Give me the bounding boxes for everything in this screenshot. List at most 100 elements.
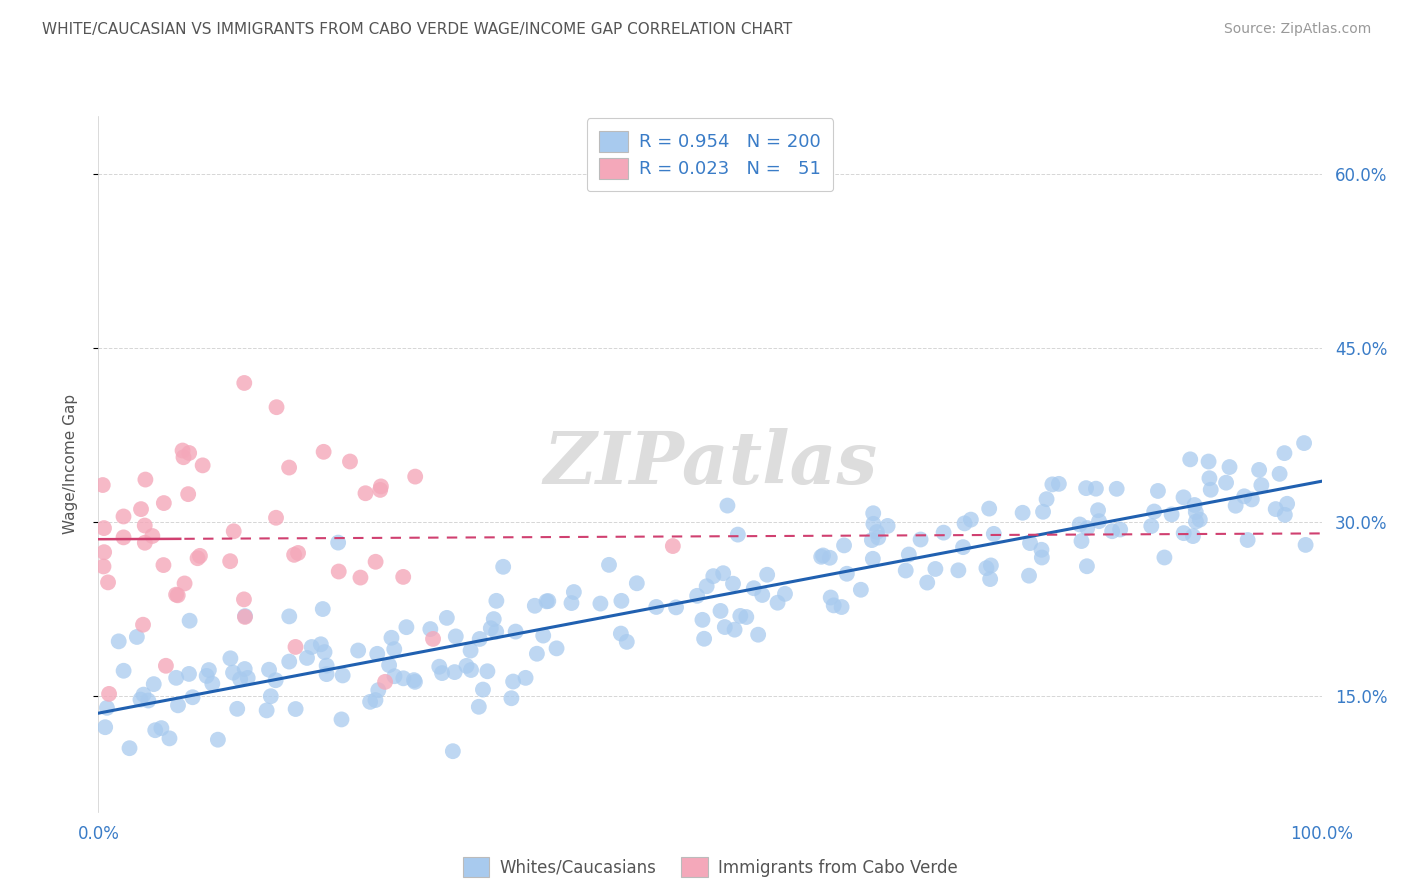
Point	[727, 527, 749, 541]
Point	[166, 588, 188, 602]
Point	[823, 599, 845, 613]
Point	[112, 530, 135, 544]
Point	[96, 701, 118, 715]
Point	[107, 634, 129, 648]
Point	[692, 613, 714, 627]
Point	[502, 674, 524, 689]
Point	[1218, 460, 1240, 475]
Point	[1268, 467, 1291, 481]
Point	[181, 690, 204, 705]
Point	[233, 610, 256, 624]
Point	[1031, 542, 1053, 557]
Point	[1074, 481, 1097, 495]
Point	[188, 549, 211, 563]
Point	[716, 499, 738, 513]
Point	[419, 622, 441, 636]
Point	[132, 617, 155, 632]
Point	[143, 723, 166, 738]
Point	[468, 699, 491, 714]
Point	[441, 744, 464, 758]
Point	[747, 628, 769, 642]
Point	[152, 558, 174, 572]
Point	[831, 600, 853, 615]
Point	[953, 516, 976, 531]
Point	[153, 496, 176, 510]
Point	[402, 673, 425, 687]
Point	[93, 559, 115, 574]
Point	[312, 445, 335, 459]
Point	[312, 602, 335, 616]
Point	[1087, 503, 1109, 517]
Point	[756, 567, 779, 582]
Point	[349, 571, 371, 585]
Point	[91, 478, 114, 492]
Point	[976, 561, 998, 575]
Point	[364, 555, 387, 569]
Point	[1240, 492, 1263, 507]
Point	[287, 546, 309, 560]
Point	[364, 693, 387, 707]
Point	[173, 576, 195, 591]
Point	[1105, 482, 1128, 496]
Point	[979, 572, 1001, 586]
Point	[1184, 498, 1206, 512]
Point	[862, 506, 884, 520]
Point	[810, 549, 832, 564]
Point	[328, 565, 350, 579]
Point	[662, 539, 685, 553]
Point	[1018, 568, 1040, 582]
Point	[172, 443, 194, 458]
Point	[468, 632, 491, 646]
Point	[295, 651, 318, 665]
Point	[173, 450, 195, 465]
Point	[492, 559, 515, 574]
Point	[1019, 536, 1042, 550]
Point	[560, 596, 582, 610]
Point	[179, 614, 201, 628]
Point	[142, 677, 165, 691]
Point	[723, 623, 745, 637]
Point	[1031, 550, 1053, 565]
Point	[179, 446, 201, 460]
Point	[236, 671, 259, 685]
Point	[766, 596, 789, 610]
Point	[222, 524, 245, 539]
Point	[1076, 559, 1098, 574]
Point	[537, 594, 560, 608]
Point	[436, 611, 458, 625]
Point	[278, 460, 301, 475]
Point	[1109, 523, 1132, 537]
Point	[1173, 526, 1195, 541]
Point	[233, 592, 256, 607]
Point	[832, 538, 855, 552]
Point	[284, 640, 307, 654]
Point	[380, 631, 402, 645]
Point	[714, 620, 737, 634]
Point	[177, 487, 200, 501]
Point	[742, 581, 765, 595]
Point	[773, 587, 796, 601]
Point	[1143, 504, 1166, 518]
Point	[1274, 508, 1296, 522]
Point	[876, 519, 898, 533]
Point	[257, 663, 280, 677]
Point	[444, 629, 467, 643]
Point	[301, 640, 323, 654]
Point	[332, 668, 354, 682]
Point	[709, 604, 731, 618]
Point	[112, 664, 135, 678]
Point	[155, 658, 177, 673]
Point	[395, 620, 418, 634]
Point	[283, 548, 305, 562]
Point	[315, 667, 337, 681]
Point	[1153, 550, 1175, 565]
Point	[219, 554, 242, 568]
Text: WHITE/CAUCASIAN VS IMMIGRANTS FROM CABO VERDE WAGE/INCOME GAP CORRELATION CHART: WHITE/CAUCASIAN VS IMMIGRANTS FROM CABO …	[42, 22, 793, 37]
Point	[980, 558, 1002, 573]
Point	[1084, 482, 1107, 496]
Point	[665, 600, 688, 615]
Point	[1199, 483, 1222, 497]
Point	[479, 621, 502, 635]
Point	[134, 518, 156, 533]
Point	[443, 665, 465, 679]
